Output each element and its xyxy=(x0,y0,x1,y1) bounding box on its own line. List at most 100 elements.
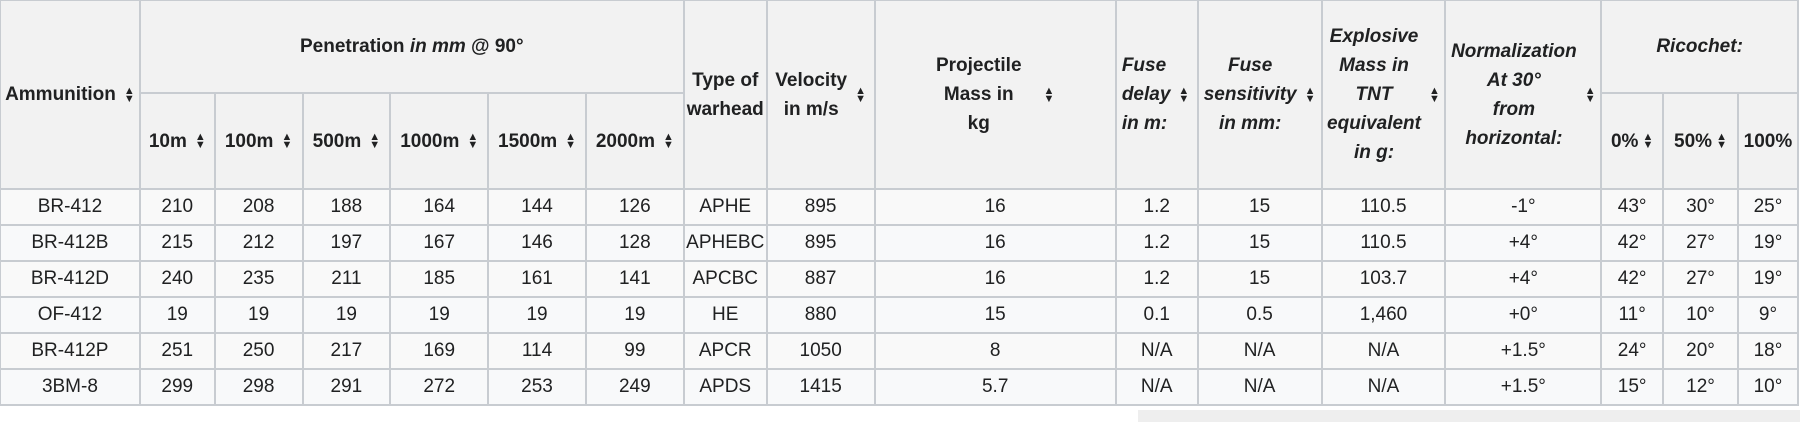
header-ric-50[interactable]: 50% ▲ ▼ xyxy=(1662,92,1739,190)
header-mass-line3: kg xyxy=(967,113,990,134)
table-cell: 1,460 xyxy=(1320,296,1447,334)
table-row: BR-412 210 208 188 164 144 126 APHE 895 16 1.2 15 11… xyxy=(0,188,1800,226)
table-cell: HE xyxy=(682,296,768,334)
header-pen-2000m[interactable]: 2000m ▲ ▼ xyxy=(584,92,685,190)
table-body: BR-412 210 208 188 164 144 126 APHE 895 16 1.2 15 11… xyxy=(0,188,1800,406)
table-row: OF-412 19 19 19 19 19 19 HE 880 15 0.1 0.5 1,460 +0° 1… xyxy=(0,296,1800,334)
table-cell: 208 xyxy=(213,188,304,226)
table-cell: 10° xyxy=(1662,296,1739,334)
header-norm-line3: from xyxy=(1492,98,1535,120)
header-normalization[interactable]: Normalization At 30° from horizontal: ▲ ▼ xyxy=(1444,0,1603,190)
table-cell: 20° xyxy=(1662,332,1739,370)
header-explosive-mass[interactable]: Explosive Mass in TNT equivalent in g: ▲ ▼ xyxy=(1320,0,1447,190)
ammunition-name-cell: OF-412 xyxy=(0,296,141,334)
ammunition-name-cell: BR-412D xyxy=(0,260,141,298)
sort-icon: ▲ ▼ xyxy=(281,131,293,152)
table-cell: 114 xyxy=(487,332,587,370)
table-cell: 880 xyxy=(765,296,876,334)
table-cell: +1.5° xyxy=(1444,368,1603,406)
table-row: BR-412D 240 235 211 185 161 141 APCBC 887 16 1.2 15… xyxy=(0,260,1800,298)
header-explosive-line2: Mass in xyxy=(1339,55,1409,76)
header-penetration-suffix: @ 90° xyxy=(465,36,524,57)
header-ammunition[interactable]: Ammunition ▲ ▼ xyxy=(0,0,141,190)
sort-icon: ▲ ▼ xyxy=(662,131,674,152)
sort-icon: ▲ ▼ xyxy=(1304,84,1316,105)
table-cell: 144 xyxy=(487,188,587,226)
sort-icon: ▲ ▼ xyxy=(467,131,479,152)
header-ric-100[interactable]: 100% xyxy=(1736,92,1800,190)
header-pen-1500m[interactable]: 1500m ▲ ▼ xyxy=(487,92,587,190)
table-cell: 12° xyxy=(1662,368,1739,406)
header-norm-line1: Normalization xyxy=(1451,40,1577,62)
table-cell: 210 xyxy=(138,188,216,226)
table-cell: 19 xyxy=(301,296,392,334)
table-cell: 1415 xyxy=(765,368,876,406)
table-cell: 235 xyxy=(213,260,304,298)
table-cell: APCR xyxy=(682,332,768,370)
header-ric-100-label: 100% xyxy=(1743,130,1793,152)
table-cell: 15 xyxy=(873,296,1117,334)
table-cell: 895 xyxy=(765,188,876,226)
header-penetration: Penetration in mm @ 90° xyxy=(138,0,685,94)
table-cell: 30° xyxy=(1662,188,1739,226)
header-fuse-delay-line3: in m: xyxy=(1121,113,1168,134)
table-cell: 27° xyxy=(1662,224,1739,262)
header-ric-0[interactable]: 0% ▲ ▼ xyxy=(1600,92,1665,190)
table-cell: 291 xyxy=(301,368,392,406)
table-cell: 8 xyxy=(873,332,1117,370)
header-fuse-sens-line1: Fuse xyxy=(1227,55,1273,76)
table-cell: 19° xyxy=(1736,224,1800,262)
header-pen-1000m[interactable]: 1000m ▲ ▼ xyxy=(389,92,490,190)
table-row: BR-412B 215 212 197 167 146 128 APHEBC 895 16 1.2 1… xyxy=(0,224,1800,262)
ammunition-name-cell: BR-412 xyxy=(0,188,141,226)
table-cell: 19° xyxy=(1736,260,1800,298)
table-cell: +4° xyxy=(1444,260,1603,298)
table-cell: 25° xyxy=(1736,188,1800,226)
table-cell: 43° xyxy=(1600,188,1665,226)
sort-icon: ▲ ▼ xyxy=(1642,131,1654,152)
table-cell: 211 xyxy=(301,260,392,298)
header-pen-10m[interactable]: 10m ▲ ▼ xyxy=(138,92,216,190)
table-cell: 16 xyxy=(873,224,1117,262)
table-cell: 188 xyxy=(301,188,392,226)
table-cell: N/A xyxy=(1320,332,1447,370)
table-cell: APHE xyxy=(682,188,768,226)
header-projectile-mass[interactable]: Projectile Mass in kg ▲ ▼ xyxy=(873,0,1117,190)
header-pen-10m-label: 10m xyxy=(148,130,187,152)
table-cell: 9° xyxy=(1736,296,1800,334)
header-velocity-line2: in m/s xyxy=(783,98,839,120)
table-row: BR-412P 251 250 217 169 114 99 APCR 1050 8 N/A N/A N… xyxy=(0,332,1800,370)
table-cell: 249 xyxy=(584,368,685,406)
table-cell: N/A xyxy=(1114,332,1199,370)
table-cell: N/A xyxy=(1196,368,1323,406)
header-pen-1000m-label: 1000m xyxy=(400,130,460,152)
header-ricochet: Ricochet: xyxy=(1600,0,1799,94)
table-cell: 895 xyxy=(765,224,876,262)
header-ricochet-label: Ricochet: xyxy=(1656,36,1743,57)
header-pen-100m[interactable]: 100m ▲ ▼ xyxy=(213,92,304,190)
header-fuse-sensitivity[interactable]: Fuse sensitivity in mm: ▲ ▼ xyxy=(1196,0,1323,190)
table-cell: 167 xyxy=(389,224,490,262)
table-cell: 217 xyxy=(301,332,392,370)
table-cell: 1.2 xyxy=(1114,224,1199,262)
table-cell: 146 xyxy=(487,224,587,262)
header-pen-500m[interactable]: 500m ▲ ▼ xyxy=(301,92,392,190)
table-cell: APDS xyxy=(682,368,768,406)
table-cell: 272 xyxy=(389,368,490,406)
table-cell: 161 xyxy=(487,260,587,298)
header-velocity[interactable]: Velocity in m/s ▲ ▼ xyxy=(765,0,876,190)
header-ric-50-label: 50% xyxy=(1674,130,1713,152)
table-cell: 19 xyxy=(213,296,304,334)
table-cell: APCBC xyxy=(682,260,768,298)
table-cell: APHEBC xyxy=(682,224,768,262)
header-ammunition-label: Ammunition xyxy=(5,84,116,106)
table-cell: 15° xyxy=(1600,368,1665,406)
table-cell: 0.5 xyxy=(1196,296,1323,334)
header-pen-1500m-label: 1500m xyxy=(498,130,558,152)
header-row-1: Ammunition ▲ ▼ Penetration in mm @ 90° Typ… xyxy=(0,0,1799,190)
header-fuse-delay-line2: delay xyxy=(1121,84,1171,105)
table-cell: 18° xyxy=(1736,332,1800,370)
scroll-strip xyxy=(1138,410,1800,422)
header-fuse-delay[interactable]: Fuse delay in m: ▲ ▼ xyxy=(1114,0,1199,190)
header-mass-line1: Projectile xyxy=(935,55,1022,76)
